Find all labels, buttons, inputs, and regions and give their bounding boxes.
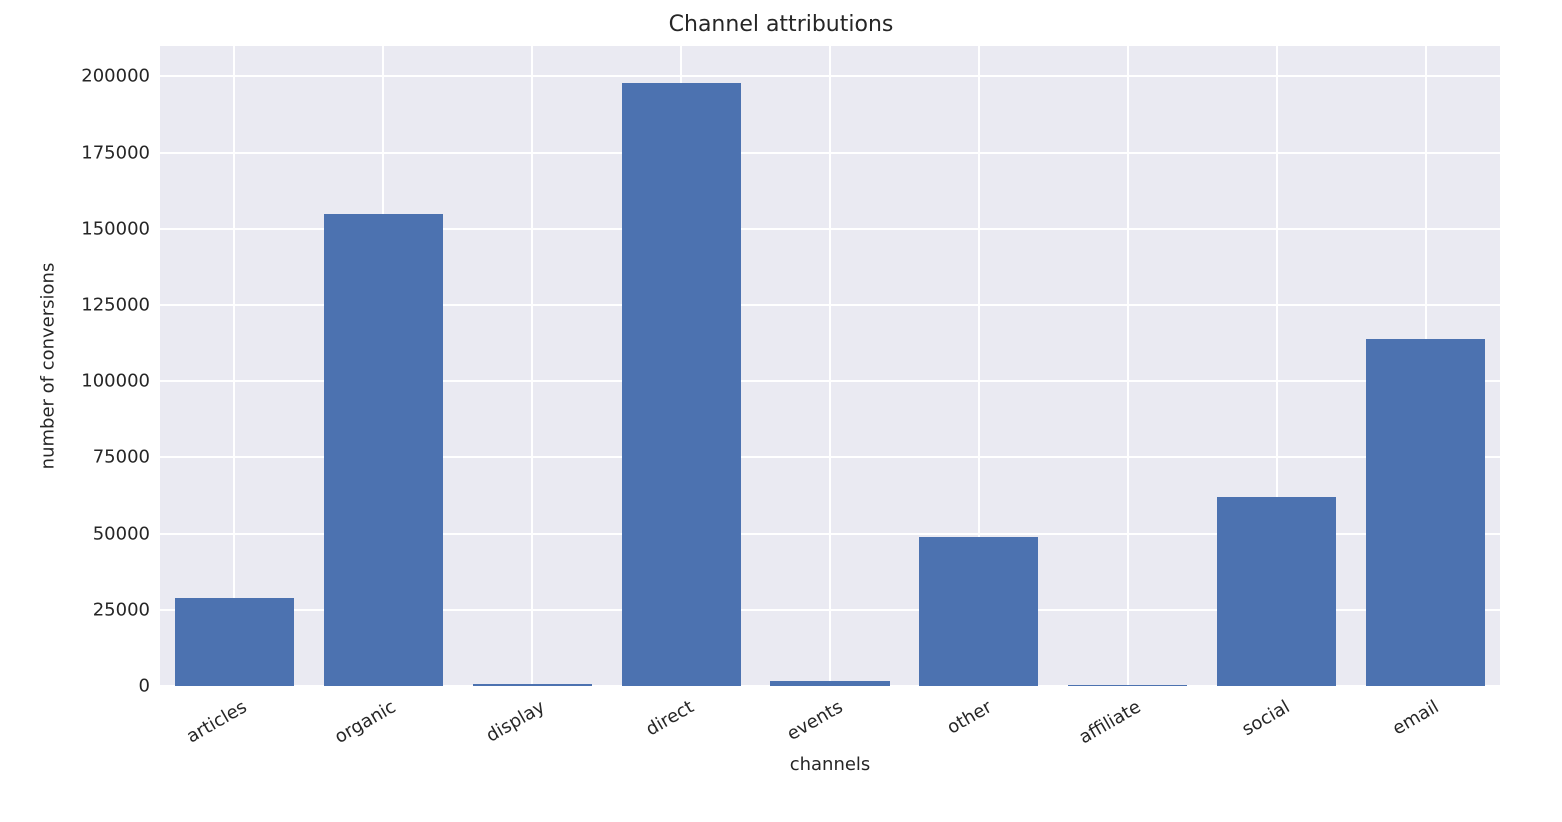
ytick-label: 0	[139, 676, 160, 697]
xtick-label: articles	[177, 686, 251, 748]
bar-direct	[622, 83, 741, 686]
ytick-label: 200000	[81, 66, 160, 87]
xtick-label: organic	[325, 686, 399, 748]
bar-organic	[324, 214, 443, 686]
xtick-label: email	[1383, 686, 1442, 739]
ytick-label: 100000	[81, 371, 160, 392]
ytick-label: 125000	[81, 295, 160, 316]
bar-other	[919, 537, 1038, 686]
y-axis-label: number of conversions	[38, 263, 59, 470]
xtick-label: other	[937, 686, 995, 739]
chart-container: Channel attributions 0250005000075000100…	[0, 0, 1562, 822]
bars-layer	[160, 46, 1500, 686]
ytick-label: 175000	[81, 142, 160, 163]
ytick-label: 50000	[93, 523, 160, 544]
x-axis-label: channels	[790, 754, 871, 775]
chart-title: Channel attributions	[0, 12, 1562, 37]
bar-email	[1366, 339, 1485, 686]
bar-social	[1217, 497, 1336, 686]
xtick-label: social	[1232, 686, 1293, 740]
xtick-label: direct	[637, 686, 698, 740]
ytick-label: 150000	[81, 218, 160, 239]
ytick-label: 75000	[93, 447, 160, 468]
ytick-label: 25000	[93, 599, 160, 620]
xtick-label: display	[477, 686, 549, 747]
plot-area: 0250005000075000100000125000150000175000…	[160, 46, 1500, 686]
xtick-label: affiliate	[1069, 686, 1144, 748]
bar-articles	[175, 598, 294, 686]
xtick-label: events	[777, 686, 846, 745]
